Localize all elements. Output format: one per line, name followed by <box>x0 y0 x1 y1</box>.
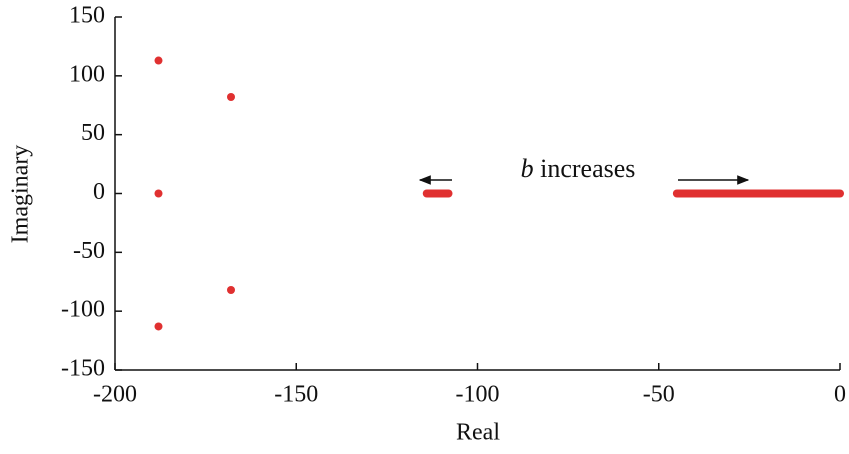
x-tick-label: -200 <box>93 382 137 408</box>
y-axis-label: Imaginary <box>8 145 34 244</box>
pole <box>154 56 163 65</box>
pole <box>154 322 163 331</box>
x-tick-label: 0 <box>834 382 846 408</box>
x-tick-label: -150 <box>274 382 318 408</box>
x-tick-label: -50 <box>643 382 675 408</box>
x-tick-label: -100 <box>456 382 500 408</box>
annotation-variable: b <box>521 154 534 183</box>
y-tick-label: 0 <box>93 179 105 205</box>
annotation-text: increases <box>540 154 635 183</box>
y-tick-label: -100 <box>61 297 105 323</box>
y-tick-label: -150 <box>61 356 105 382</box>
annotation: b increases <box>521 154 636 183</box>
pole <box>154 189 163 198</box>
y-tick-label: 100 <box>69 61 105 87</box>
x-axis-label: Real <box>456 420 500 446</box>
pole <box>227 93 235 102</box>
pole <box>227 285 235 294</box>
y-tick-label: -50 <box>73 238 105 264</box>
y-tick-label: 50 <box>81 120 105 146</box>
y-tick-label: 150 <box>69 3 105 29</box>
